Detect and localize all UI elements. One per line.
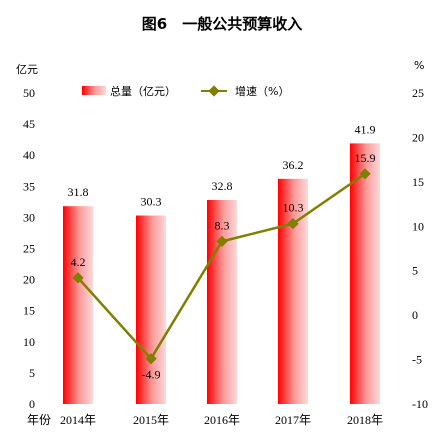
left-tick-label: 5 [29, 366, 35, 380]
right-tick-label: 15 [412, 175, 424, 189]
legend-line-marker [208, 85, 220, 97]
bar-value-label: 36.2 [283, 158, 304, 172]
left-tick-label: 45 [23, 117, 35, 131]
growth-marker [287, 217, 299, 230]
left-tick-label: 25 [23, 242, 35, 256]
left-tick-label: 40 [23, 148, 35, 162]
legend-bar-label: 总量（亿元） [110, 84, 176, 98]
legend: 总量（亿元） 增速（%） [82, 84, 289, 98]
bar [207, 199, 237, 404]
left-tick-label: 30 [23, 210, 35, 224]
growth-marker [145, 353, 157, 365]
category-label: 2018年 [347, 413, 383, 427]
left-axis-unit: 亿元 [16, 63, 38, 76]
legend-line-label: 增速（%） [235, 84, 289, 98]
left-tick-label: 0 [29, 397, 35, 411]
bar-data-labels: 31.8 30.3 32.8 36.2 41.9 [68, 122, 376, 208]
left-axis-ticks: 0 5 10 15 20 25 30 35 40 45 50 [23, 86, 35, 411]
growth-marker [359, 168, 371, 180]
growth-value-label: -4.9 [142, 368, 161, 382]
left-tick-label: 50 [23, 86, 35, 100]
right-tick-label: 0 [412, 308, 418, 322]
growth-value-label: 15.9 [355, 151, 376, 165]
category-label: 2016年 [204, 413, 240, 427]
legend-bar-swatch [82, 86, 106, 95]
bar-value-label: 41.9 [355, 122, 376, 136]
growth-value-label: 8.3 [215, 218, 230, 232]
bar [136, 215, 166, 404]
right-tick-label: -10 [412, 397, 428, 411]
category-label: 2015年 [133, 413, 169, 427]
x-axis-label: 年份 [27, 413, 51, 427]
right-tick-label: 10 [412, 219, 424, 233]
right-tick-label: -5 [412, 353, 422, 367]
chart-title: 图6 一般公共预算收入 [142, 15, 302, 33]
category-label: 2017年 [275, 413, 311, 427]
left-tick-label: 10 [23, 335, 35, 349]
bar-value-label: 31.8 [68, 185, 89, 199]
line-data-labels: 4.2 -4.9 8.3 10.3 15.9 [71, 151, 376, 382]
right-axis-ticks: -10 -5 0 5 10 15 20 25 [412, 86, 428, 411]
right-tick-label: 25 [412, 86, 424, 100]
bar [63, 206, 93, 404]
bar-series [63, 143, 380, 404]
bar-value-label: 32.8 [212, 179, 233, 193]
left-tick-label: 35 [23, 179, 35, 193]
right-axis-unit: % [414, 59, 424, 72]
bar-value-label: 30.3 [141, 195, 162, 209]
right-tick-label: 20 [412, 130, 424, 144]
left-tick-label: 15 [23, 304, 35, 318]
category-label: 2014年 [60, 413, 96, 427]
right-tick-label: 5 [412, 264, 418, 278]
category-labels: 2014年 2015年 2016年 2017年 2018年 [60, 413, 383, 427]
growth-value-label: 10.3 [283, 201, 304, 215]
growth-marker [216, 235, 228, 248]
growth-value-label: 4.2 [71, 255, 86, 269]
left-tick-label: 20 [23, 273, 35, 287]
bar [350, 143, 380, 404]
